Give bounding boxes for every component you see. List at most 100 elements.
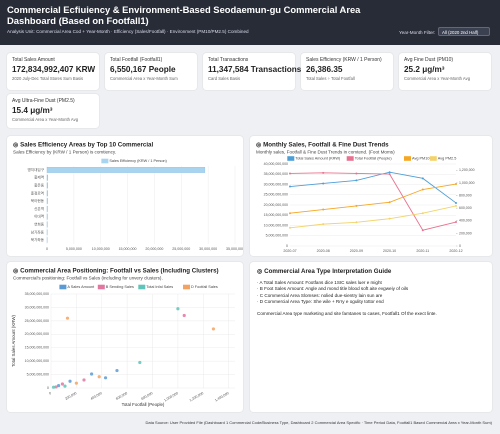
line-point	[455, 201, 457, 204]
kpi-label: Sales Efficiency (KRW / 1 Person)	[306, 57, 382, 63]
dashboard-title: Commercial Ecfiuiency & Environment-Base…	[7, 4, 361, 26]
line-point	[289, 172, 291, 175]
x-tick-label: 2020-07	[283, 249, 296, 253]
scatter-point	[54, 385, 58, 389]
x-tick-label: 0	[48, 391, 52, 395]
scatter-point	[97, 375, 101, 379]
chart-title: ◎ Commercial Area Positioning: Footfall …	[13, 268, 219, 275]
y-tick-label: 0	[286, 244, 288, 248]
scatter-point	[90, 372, 94, 376]
y-tick-label: 10,000,000,000	[25, 359, 49, 363]
line-point	[388, 173, 391, 176]
y2-tick-label: 1,200,000	[459, 168, 475, 172]
kpi-card: Total Footfall (Footfall1) 6,550,167 Peop…	[105, 53, 197, 90]
y-tick-label: 15,000,000,000	[25, 346, 49, 350]
guide-panel: ◎ Commercial Area Type Interpretation Gu…	[250, 262, 492, 412]
kpi-label: Avg Fine Dust (PM10)	[404, 57, 454, 63]
line-point	[322, 208, 325, 211]
x-tick-label: 800,000	[141, 391, 154, 401]
y-tick-label: 20,000,000,000	[25, 332, 49, 336]
x-tick-label: 2020-10	[383, 249, 396, 253]
x-tick-label: 1,000,000	[163, 391, 179, 402]
guide-item: · D Commercial Area Type: She wile + Rrr…	[257, 299, 384, 305]
kpi-label: Total Footfall (Footfall1)	[110, 57, 163, 63]
legend-label: Sales Efficiency (KRW / 1 Person)	[109, 159, 167, 163]
y-tick-label: 15,000,000,000	[264, 213, 288, 217]
series-line	[289, 172, 457, 231]
y2-tick-label: 800,000	[459, 193, 472, 197]
line-point	[388, 217, 391, 220]
legend-label: Total Sales Amount (KRW)	[295, 157, 341, 161]
y-tick-label: 홍제역	[34, 175, 44, 180]
scatter-point	[57, 383, 61, 388]
y-tick-label: 30,000,000,000	[25, 305, 49, 309]
scatter-point	[60, 382, 65, 386]
y-tick-label: 이대역	[34, 214, 44, 219]
y-tick-label: 홍은동	[34, 182, 45, 187]
bar	[46, 206, 48, 212]
legend-label: Avg PM10	[412, 157, 429, 161]
line-point	[355, 172, 358, 175]
x-tick-label: 1,400,000	[214, 391, 230, 402]
y-tick-label: 20,000,000,000	[264, 203, 288, 207]
kpi-note: 2020 July-Dec Total Stores Sum Basis	[12, 76, 84, 81]
scatter-point	[138, 360, 142, 365]
chart-subtitle: Sales Efficiency by (KRW / 1 Person) is …	[13, 150, 116, 155]
line-point	[421, 188, 424, 191]
kpi-note: Commercial Area x Year-Month Avg	[404, 76, 471, 81]
x-tick-label: 400,000	[90, 391, 103, 401]
y-tick-label: 연희동	[34, 221, 45, 226]
legend-swatch	[346, 156, 354, 161]
line-point	[421, 177, 424, 180]
legend-swatch	[183, 284, 190, 290]
y2-tick-label: 400,000	[459, 219, 472, 223]
filter-select[interactable]: All (2020 2nd Half)	[438, 27, 490, 36]
kpi-value: 172,834,992,407 KRW	[12, 65, 96, 74]
legend-label: Total Footfall (People)	[355, 157, 393, 161]
y-tick-label: 명지대입구	[27, 167, 44, 172]
y-tick-label: 북가좌동	[31, 237, 45, 242]
legend-label: Total Infal Sales	[146, 285, 173, 289]
kpi-note: Commercial Area x Year-Month Avg	[12, 117, 79, 122]
line-point	[322, 182, 325, 185]
line-point	[388, 171, 391, 174]
legend-swatch	[138, 284, 146, 290]
bar	[46, 182, 48, 189]
guide-note: Commercial Area type marketing and site …	[257, 310, 437, 316]
chart-title: ◎ Monthly Sales, Footfall & Fine Dust Tr…	[256, 142, 389, 149]
bar-panel: ◎ Sales Efficiency Areas by Top 10 Comme…	[7, 136, 243, 256]
line-point	[455, 221, 457, 224]
line-point	[421, 229, 424, 232]
y-tick-label: 35,000,000,000	[25, 292, 49, 296]
x-tick-label: 200,000	[64, 391, 77, 401]
bar	[46, 174, 49, 181]
y-tick-label: 40,000,000,000	[264, 162, 288, 166]
x-tick-label: 35,000,000	[226, 247, 243, 251]
legend-swatch	[404, 156, 411, 161]
scatter-point	[74, 381, 78, 385]
y-tick-label: 북아현동	[31, 198, 45, 203]
kpi-value: 6,550,167 People	[110, 65, 176, 74]
bar	[46, 190, 48, 197]
scatter-chart: ◎ Commercial Area Positioning: Footfall …	[11, 268, 235, 407]
scatter-point	[82, 378, 86, 382]
x-tick-label: 0	[46, 247, 48, 251]
legend-swatch	[287, 156, 295, 161]
line-point	[289, 226, 291, 229]
chart-subtitle: Monthly sales, Footfall & Fine Dust Tren…	[256, 150, 395, 155]
kpi-label: Total Transactions	[208, 57, 249, 63]
line-point	[289, 185, 291, 188]
x-tick-label: 5,000,000	[66, 247, 82, 251]
legend-label: Avg PM2.5	[438, 157, 457, 161]
line-point	[421, 212, 424, 215]
line-point	[388, 201, 391, 204]
scatter-panel: ◎ Commercial Area Positioning: Footfall …	[7, 262, 243, 412]
kpi-label: Total Sales Amount	[12, 57, 55, 63]
kpi-card: Avg Ultra-Fine Dust (PM2.5) 15.4 μg/m³ Com…	[7, 94, 99, 128]
x-tick-label: 25,000,000	[172, 247, 190, 251]
scatter-point	[65, 316, 70, 320]
legend-label: D Footfall Sales	[191, 285, 218, 289]
scatter-point	[115, 368, 119, 373]
y-tick-label: 25,000,000,000	[25, 319, 49, 323]
